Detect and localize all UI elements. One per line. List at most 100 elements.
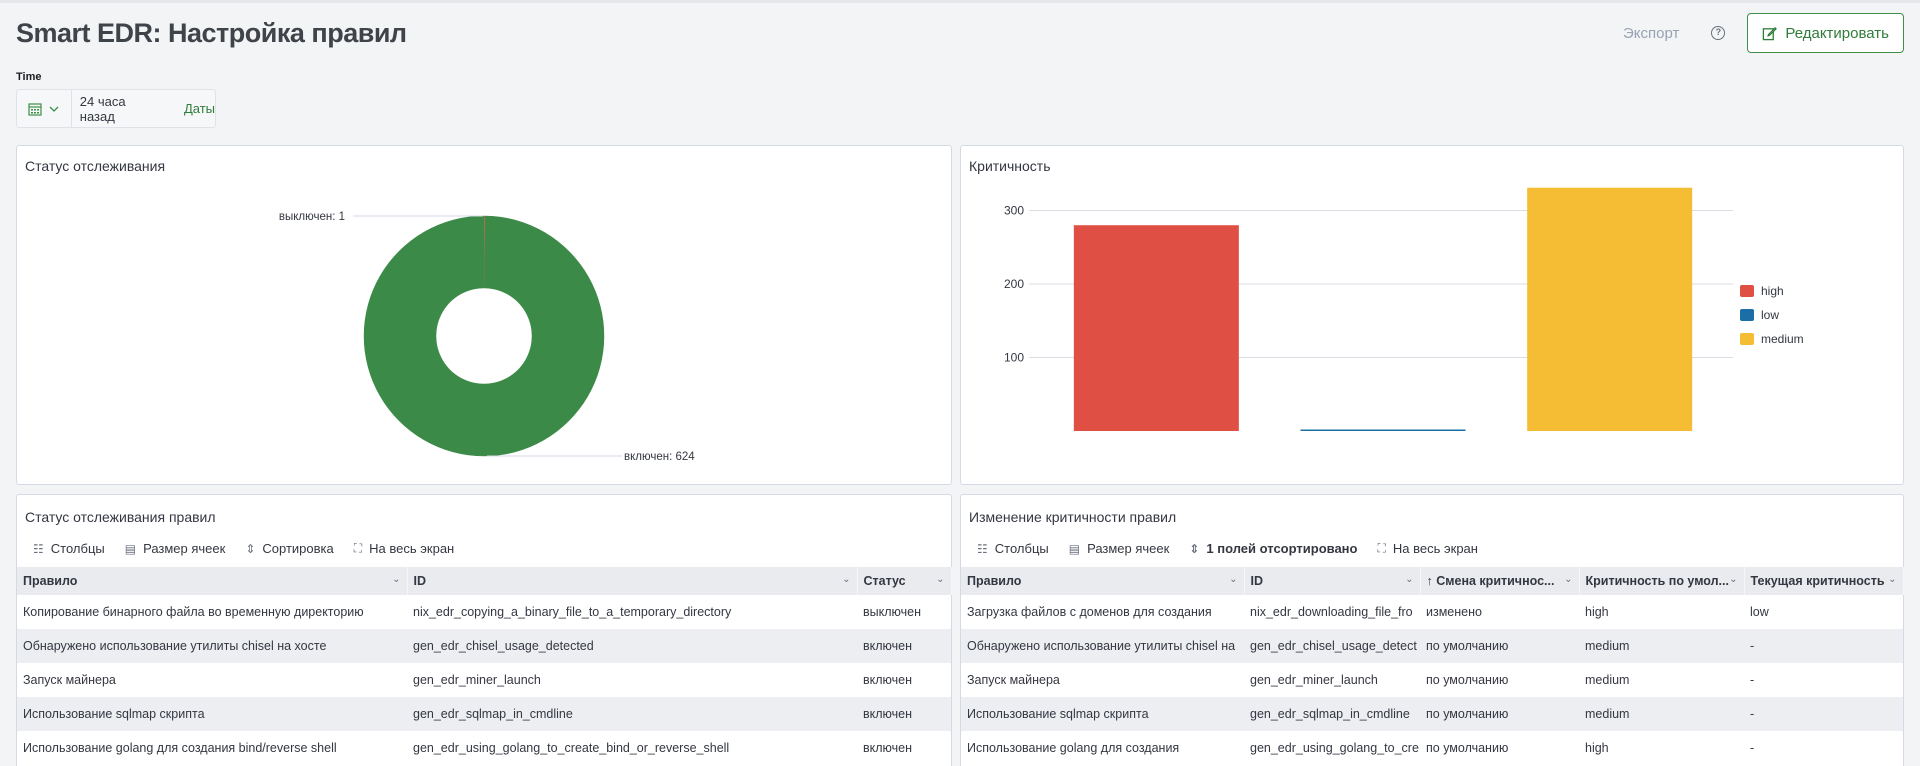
chevron-down-icon[interactable]: ⌄ — [1405, 574, 1414, 585]
legend-swatch — [1740, 309, 1754, 321]
legend-item-high[interactable]: high — [1740, 279, 1804, 303]
legend-label: medium — [1761, 332, 1804, 346]
chart-legend: high low medium — [1740, 279, 1804, 351]
criticality-change-cell: по умолчанию — [1420, 629, 1579, 663]
rule-name-cell: Обнаружено использование утилиты chisel … — [961, 629, 1244, 663]
rule-id-cell: gen_edr_using_golang_to_cre — [1250, 741, 1419, 755]
fullscreen-button[interactable]: ⛶ На весь экран — [1377, 541, 1477, 556]
criticality-change-cell: по умолчанию — [1426, 741, 1509, 755]
rule-status-table: Правило ⌄ ID ⌄ Статус ⌄ Копирование бинарного… — [17, 567, 952, 765]
rule-name-cell: Загрузка файлов с доменов для создания — [967, 605, 1212, 619]
pie-label-on: включен: 624 — [624, 451, 695, 463]
header-actions: Экспорт ? Редактировать — [1623, 13, 1904, 53]
criticality-bar-chart: 100 200 300 — [1004, 187, 1733, 432]
bar-high[interactable] — [1073, 225, 1239, 431]
column-header-label: Текущая критичность — [1750, 574, 1885, 588]
edit-button[interactable]: Редактировать — [1747, 13, 1904, 53]
chevron-down-icon[interactable]: ⌄ — [1888, 574, 1897, 585]
y-tick-label: 300 — [1004, 204, 1024, 218]
table-row[interactable]: Загрузка файлов с доменов для создания ni… — [961, 595, 1903, 629]
rule-name-cell: Использование sqlmap скрипта — [961, 697, 1244, 731]
question-circle-icon[interactable]: ? — [1711, 26, 1726, 40]
table-icon: ▤ — [124, 541, 137, 556]
column-header-criticality-change[interactable]: ↑ Смена критичнос... ⌄ — [1420, 567, 1580, 595]
column-header-default-criticality[interactable]: Критичность по умол... ⌄ — [1579, 567, 1745, 595]
bar-low[interactable] — [1300, 429, 1466, 432]
status-cell: выключен — [863, 605, 921, 619]
table-row[interactable]: Копирование бинарного файла во временную… — [17, 595, 951, 629]
column-header-status[interactable]: Статус ⌄ — [857, 567, 952, 595]
table-row[interactable]: Использование golang для создания gen_edr… — [961, 731, 1903, 765]
fullscreen-label: На весь экран — [369, 541, 455, 556]
chevron-down-icon[interactable]: ⌄ — [936, 574, 945, 585]
pie-slice-on[interactable] — [363, 215, 605, 457]
rule-name-cell: Использование golang для создания bind/r… — [23, 741, 337, 755]
legend-label: low — [1761, 308, 1780, 322]
chevron-down-icon[interactable]: ⌄ — [392, 574, 401, 585]
table-row[interactable]: Использование golang для создания bind/r… — [17, 731, 951, 765]
sort-button[interactable]: ⇕ Сортировка — [245, 541, 333, 556]
sorted-fields-button[interactable]: ⇕ 1 полей отсортировано — [1189, 541, 1357, 556]
criticality-change-table-panel: Изменение критичности правил ☷ Столбцы ▤ Р… — [960, 494, 1904, 766]
time-picker: 24 часа назад Даты — [16, 89, 216, 128]
columns-button[interactable]: ☷ Столбцы — [33, 541, 105, 556]
column-header-current-criticality[interactable]: Текущая критичность ⌄ — [1744, 567, 1904, 595]
legend-item-low[interactable]: low — [1740, 303, 1804, 327]
table-row[interactable]: Обнаружено использование утилиты chisel … — [17, 629, 951, 663]
sort-icon: ⇕ — [1189, 541, 1200, 556]
column-header-id[interactable]: ID ⌄ — [407, 567, 858, 595]
criticality-panel-title: Критичность — [969, 158, 1051, 174]
edit-button-label: Редактировать — [1785, 24, 1889, 42]
chevron-down-icon[interactable]: ⌄ — [1564, 574, 1573, 585]
current-criticality-cell: - — [1744, 629, 1903, 663]
rule-status-table-title: Статус отслеживания правил — [25, 509, 216, 525]
table-row[interactable]: Запуск майнера gen_edr_miner_launch включе… — [17, 663, 951, 697]
column-header-label: Статус — [863, 574, 906, 588]
chevron-down-icon[interactable]: ⌄ — [1229, 574, 1238, 585]
status-donut-chart: выключен: 1 включен: 624 — [279, 211, 695, 463]
rule-name-cell: Обнаружено использование утилиты chisel … — [17, 629, 407, 663]
column-header-id[interactable]: ID ⌄ — [1244, 567, 1421, 595]
table-row[interactable]: Запуск майнера gen_edr_miner_launch по умо… — [961, 663, 1903, 697]
fullscreen-button[interactable]: ⛶ На весь экран — [354, 541, 454, 556]
columns-label: Столбцы — [994, 541, 1049, 556]
columns-button[interactable]: ☷ Столбцы — [977, 541, 1049, 556]
chevron-down-icon[interactable]: ⌄ — [1729, 574, 1738, 585]
legend-item-medium[interactable]: medium — [1740, 327, 1804, 351]
rule-id-cell: gen_edr_miner_launch — [1250, 673, 1378, 687]
column-header-label: Критичность по умол... — [1585, 574, 1729, 588]
grid-toolbar: ☷ Столбцы ▤ Размер ячеек ⇕ Сортировка ⛶ На в… — [33, 541, 474, 556]
default-criticality-cell: high — [1585, 605, 1609, 619]
calendar-icon — [28, 102, 42, 116]
criticality-change-cell: изменено — [1426, 605, 1482, 619]
default-criticality-cell: high — [1585, 741, 1609, 755]
grid-toolbar: ☷ Столбцы ▤ Размер ячеек ⇕ 1 полей отсортир… — [977, 541, 1498, 556]
rule-id-cell: gen_edr_sqlmap_in_cmdline — [1244, 697, 1420, 731]
rule-name-cell: Запуск майнера — [967, 673, 1060, 687]
column-header-label: Правило — [23, 574, 78, 588]
criticality-change-table-title: Изменение критичности правил — [969, 509, 1177, 525]
export-button[interactable]: Экспорт — [1623, 24, 1680, 42]
criticality-panel: Критичность 100 200 300 high low medium — [960, 145, 1904, 485]
current-criticality-cell: - — [1750, 741, 1755, 755]
table-row[interactable]: Использование sqlmap скрипта gen_edr_sqlm… — [17, 697, 951, 731]
column-header-rule[interactable]: Правило ⌄ — [961, 567, 1245, 595]
chevron-down-icon[interactable]: ⌄ — [842, 574, 851, 585]
column-header-label: ↑ Смена критичнос... — [1426, 574, 1555, 588]
dates-button[interactable]: Даты — [183, 101, 215, 116]
table-row[interactable]: Обнаружено использование утилиты chisel … — [961, 629, 1903, 663]
cell-size-button[interactable]: ▤ Размер ячеек — [1069, 541, 1170, 556]
bar-medium[interactable] — [1527, 187, 1693, 431]
current-criticality-cell: - — [1750, 673, 1755, 687]
status-cell: включен — [857, 697, 951, 731]
rule-name-cell: Использование golang для создания — [967, 741, 1180, 755]
rule-id-cell: gen_edr_chisel_usage_detected — [407, 629, 857, 663]
cell-size-button[interactable]: ▤ Размер ячеек — [125, 541, 226, 556]
column-header-rule[interactable]: Правило ⌄ — [17, 567, 408, 595]
table-row[interactable]: Использование sqlmap скрипта gen_edr_sqlm… — [961, 697, 1903, 731]
calendar-dropdown[interactable] — [17, 90, 72, 127]
status-panel-title: Статус отслеживания — [25, 158, 166, 174]
criticality-change-cell: по умолчанию — [1426, 673, 1509, 687]
time-range-value[interactable]: 24 часа назад — [79, 93, 126, 124]
pie-label-off: выключен: 1 — [279, 211, 345, 223]
